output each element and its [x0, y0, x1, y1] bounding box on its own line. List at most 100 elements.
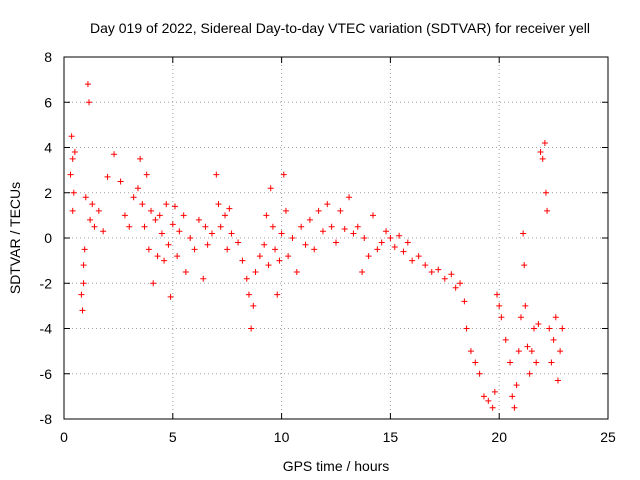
y-tick-label: 0: [44, 230, 52, 246]
data-point: [167, 293, 174, 300]
data-point: [513, 382, 520, 389]
data-point: [200, 275, 207, 282]
data-point: [80, 280, 87, 287]
data-point: [537, 149, 544, 156]
data-point: [84, 81, 91, 88]
data-point: [498, 314, 505, 321]
y-tick-label: -6: [40, 366, 53, 382]
data-point: [491, 388, 498, 395]
data-point: [548, 359, 555, 366]
data-point: [243, 275, 250, 282]
data-point: [195, 216, 202, 223]
data-point: [502, 336, 509, 343]
data-point: [176, 228, 183, 235]
data-point: [182, 268, 189, 275]
data-point: [315, 207, 322, 214]
data-point: [552, 314, 559, 321]
data-point: [245, 291, 252, 298]
x-tick-label: 5: [169, 429, 177, 445]
data-point: [161, 257, 168, 264]
data-point: [274, 291, 281, 298]
data-point: [409, 257, 416, 264]
data-point: [461, 298, 468, 305]
data-point: [526, 370, 533, 377]
data-point: [507, 359, 514, 366]
data-point: [137, 155, 144, 162]
data-point: [204, 241, 211, 248]
data-point: [480, 393, 487, 400]
data-point: [154, 253, 161, 260]
y-tick-label: 6: [44, 94, 52, 110]
data-point: [457, 280, 464, 287]
plot-frame: [63, 56, 609, 420]
data-point: [359, 268, 366, 275]
data-point: [134, 185, 141, 192]
x-axis-label: GPS time / hours: [283, 458, 390, 474]
data-point: [404, 239, 411, 246]
data-point: [546, 325, 553, 332]
data-point: [333, 239, 339, 246]
data-point: [69, 207, 76, 214]
data-point: [494, 291, 501, 298]
data-point: [285, 253, 292, 260]
data-point: [80, 262, 87, 269]
data-point: [528, 348, 535, 355]
data-point: [143, 171, 150, 178]
data-point: [452, 284, 459, 291]
data-point: [171, 203, 178, 210]
data-point: [289, 235, 296, 241]
data-point: [224, 246, 231, 253]
data-points: [67, 81, 566, 411]
data-point: [252, 268, 259, 275]
data-point: [324, 201, 331, 208]
x-tick-label: 0: [60, 429, 68, 445]
data-point: [298, 223, 305, 230]
data-point: [239, 257, 246, 264]
data-point: [156, 212, 163, 219]
data-point: [141, 223, 148, 230]
data-point: [293, 268, 300, 275]
data-point: [95, 207, 102, 214]
y-axis-label: SDTVAR / TECUs: [7, 182, 23, 294]
data-point: [378, 239, 385, 246]
data-point: [476, 370, 483, 377]
data-point: [341, 225, 348, 232]
data-point: [180, 212, 187, 219]
data-point: [365, 253, 372, 260]
x-tick-label: 20: [491, 429, 507, 445]
data-point: [100, 228, 107, 235]
data-point: [489, 404, 496, 411]
data-point: [152, 216, 159, 223]
data-point: [174, 253, 181, 260]
data-point: [517, 314, 524, 321]
data-point: [104, 173, 111, 180]
data-point: [68, 133, 75, 140]
data-point: [79, 307, 86, 314]
data-point: [272, 246, 279, 253]
data-point: [524, 343, 531, 350]
data-point: [117, 178, 124, 185]
data-point: [511, 404, 518, 411]
data-point: [130, 194, 137, 201]
data-point: [86, 99, 93, 106]
data-point: [383, 228, 390, 235]
data-point: [531, 325, 538, 332]
y-tick-label: -2: [40, 275, 53, 291]
data-point: [78, 291, 85, 298]
data-point: [265, 262, 272, 269]
data-point: [554, 377, 561, 384]
data-point: [81, 246, 88, 253]
data-point: [263, 212, 270, 219]
data-point: [415, 253, 422, 260]
data-point: [150, 280, 157, 287]
data-point: [428, 268, 435, 275]
data-point: [448, 271, 455, 278]
data-point: [267, 185, 274, 192]
data-point: [87, 216, 94, 223]
y-tick-label: 2: [44, 185, 52, 201]
data-point: [542, 189, 549, 196]
data-point: [256, 253, 263, 260]
data-point: [374, 246, 381, 253]
data-point: [521, 262, 528, 269]
